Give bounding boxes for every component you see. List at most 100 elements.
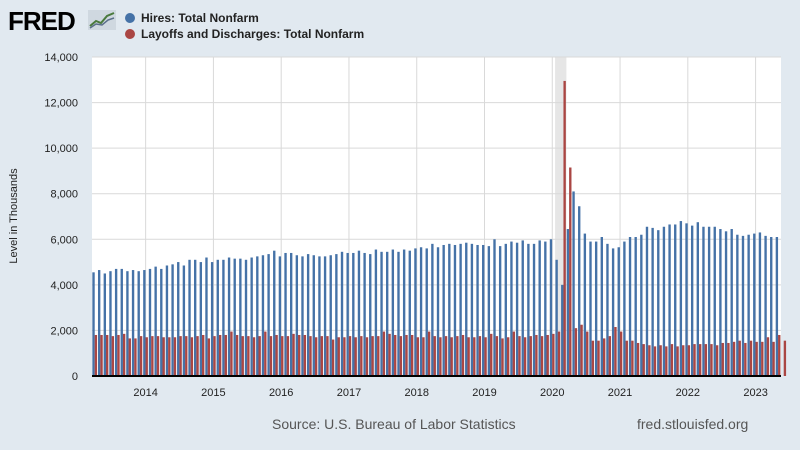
bar-hires [148, 268, 152, 376]
bar-layoffs [659, 345, 662, 376]
bar-hires [329, 255, 332, 376]
bar-layoffs [653, 346, 657, 376]
bar-layoffs [710, 344, 713, 376]
y-tick-label: 4,000 [50, 280, 78, 292]
bar-layoffs [264, 331, 267, 376]
bar-hires [674, 224, 677, 376]
bar-layoffs [506, 337, 510, 376]
x-tick-label: 2019 [472, 387, 496, 399]
y-tick-label: 0 [72, 371, 78, 383]
bar-hires [177, 262, 180, 376]
recession-shading [555, 57, 567, 376]
bar-hires [256, 256, 259, 376]
bar-hires [374, 249, 378, 376]
bar-hires [572, 191, 575, 376]
bar-hires [244, 259, 248, 376]
bar-layoffs [619, 331, 623, 376]
bar-hires [250, 257, 253, 376]
bar-hires [685, 223, 688, 376]
bar-layoffs [518, 336, 521, 376]
bar-layoffs [337, 337, 340, 376]
x-tick-label: 2021 [608, 387, 632, 399]
bar-hires [657, 230, 660, 376]
bar-hires [521, 240, 524, 376]
bar-layoffs [749, 340, 753, 376]
bar-layoffs [557, 331, 561, 376]
bar-hires [165, 265, 169, 376]
bar-hires [707, 226, 711, 376]
y-tick-label: 10,000 [44, 143, 78, 155]
bar-layoffs [207, 338, 211, 376]
bar-hires [628, 237, 632, 376]
bar-layoffs [314, 337, 318, 376]
bar-layoffs [320, 336, 323, 376]
bar-layoffs [286, 336, 290, 376]
bar-hires [290, 252, 293, 376]
bar-layoffs [416, 337, 419, 376]
bar-hires [578, 206, 581, 376]
bar-hires [719, 229, 722, 376]
bar-hires [408, 250, 411, 376]
bar-layoffs [354, 337, 357, 376]
bar-layoffs [501, 338, 504, 376]
bar-layoffs [427, 331, 431, 376]
y-tick-label: 14,000 [44, 52, 78, 64]
x-tick-label: 2016 [269, 387, 293, 399]
bar-layoffs [134, 338, 137, 376]
bar-hires [600, 237, 603, 376]
bar-hires [606, 243, 609, 376]
bar-hires [261, 255, 265, 376]
bar-layoffs [190, 337, 194, 376]
bar-hires [131, 270, 135, 376]
bar-hires [668, 224, 671, 376]
bar-layoffs [173, 337, 177, 376]
bar-hires [583, 233, 587, 376]
bar-layoffs [343, 337, 346, 376]
fred-logo[interactable]: FRED [8, 6, 76, 36]
bar-layoffs [597, 340, 600, 376]
bar-layoffs [185, 336, 188, 376]
bar-layoffs [602, 338, 606, 376]
site-link[interactable]: fred.stlouisfed.org [637, 416, 749, 432]
bar-hires [312, 255, 315, 376]
bar-hires [476, 244, 479, 376]
bar-hires [267, 254, 270, 376]
bar-layoffs [348, 336, 352, 376]
source-note: Source: U.S. Bureau of Labor Statistics [272, 416, 516, 432]
bar-hires [724, 231, 728, 376]
x-tick-label: 2014 [133, 387, 157, 399]
bar-layoffs [241, 336, 244, 376]
bar-layoffs [247, 336, 250, 376]
bar-hires [459, 243, 462, 376]
bar-layoffs [111, 336, 115, 376]
bar-hires [425, 248, 428, 376]
bar-layoffs [461, 334, 465, 376]
bar-hires [109, 271, 112, 376]
bar-hires [233, 258, 236, 376]
bar-layoffs [512, 331, 516, 376]
bar-hires [594, 241, 598, 376]
bar-hires [397, 251, 400, 376]
bar-layoffs [235, 334, 239, 376]
bar-layoffs [377, 336, 380, 376]
bar-hires [453, 244, 457, 376]
bar-hires [634, 237, 637, 376]
bar-hires [114, 268, 118, 376]
bar-layoffs [422, 337, 425, 376]
bar-hires [510, 241, 513, 376]
bar-hires [640, 234, 643, 376]
bar-layoffs [405, 334, 408, 376]
bar-layoffs [151, 336, 154, 376]
bar-hires [736, 234, 739, 376]
bar-layoffs [360, 336, 363, 376]
bar-layoffs [281, 336, 284, 376]
bar-layoffs [490, 333, 493, 376]
bar-layoffs [535, 334, 538, 376]
bar-hires [538, 240, 541, 376]
bar-hires [199, 262, 203, 376]
bar-layoffs [574, 328, 578, 376]
x-tick-label: 2015 [201, 387, 225, 399]
bar-hires [436, 247, 440, 376]
bar-hires [92, 272, 95, 376]
bar-layoffs [614, 327, 617, 376]
